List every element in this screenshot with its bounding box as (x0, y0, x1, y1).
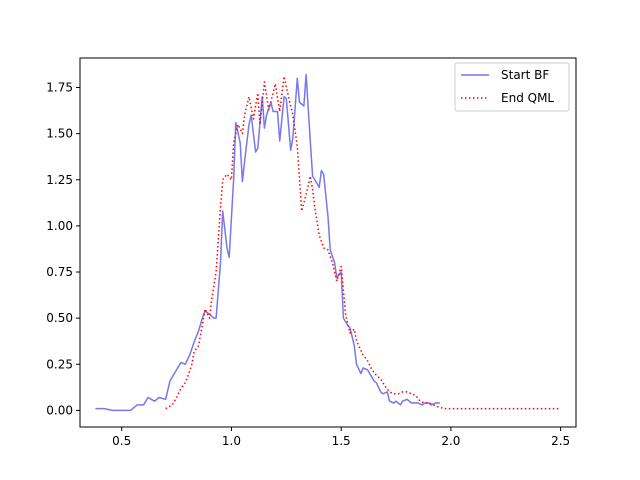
x-tick-label: 1.0 (222, 434, 241, 448)
x-axis: 0.5 1.0 1.5 2.0 2.5 (112, 427, 570, 448)
y-tick-label: 0.00 (46, 403, 73, 417)
legend: Start BF End QML (454, 62, 570, 112)
axes-frame (79, 57, 577, 428)
y-tick-label: 1.25 (46, 173, 73, 187)
y-tick-label: 1.00 (46, 219, 73, 233)
y-tick-label: 0.75 (46, 265, 73, 279)
y-tick-label: 1.50 (46, 127, 73, 141)
y-tick-label: 0.50 (46, 311, 73, 325)
y-tick-label: 0.25 (46, 357, 73, 371)
legend-label-end-qml: End QML (501, 91, 554, 105)
y-axis: 0.00 0.25 0.50 0.75 1.00 1.25 1.50 1.75 (46, 81, 80, 417)
series-layer (95, 73, 561, 412)
series-line-end-qml (165, 75, 561, 410)
x-tick-label: 0.5 (112, 434, 131, 448)
x-tick-label: 2.5 (551, 434, 570, 448)
y-tick-label: 1.75 (46, 81, 73, 95)
x-tick-label: 2.0 (441, 434, 460, 448)
legend-label-start-bf: Start BF (501, 68, 549, 82)
x-tick-label: 1.5 (332, 434, 351, 448)
series-line-start-bf (95, 73, 440, 412)
